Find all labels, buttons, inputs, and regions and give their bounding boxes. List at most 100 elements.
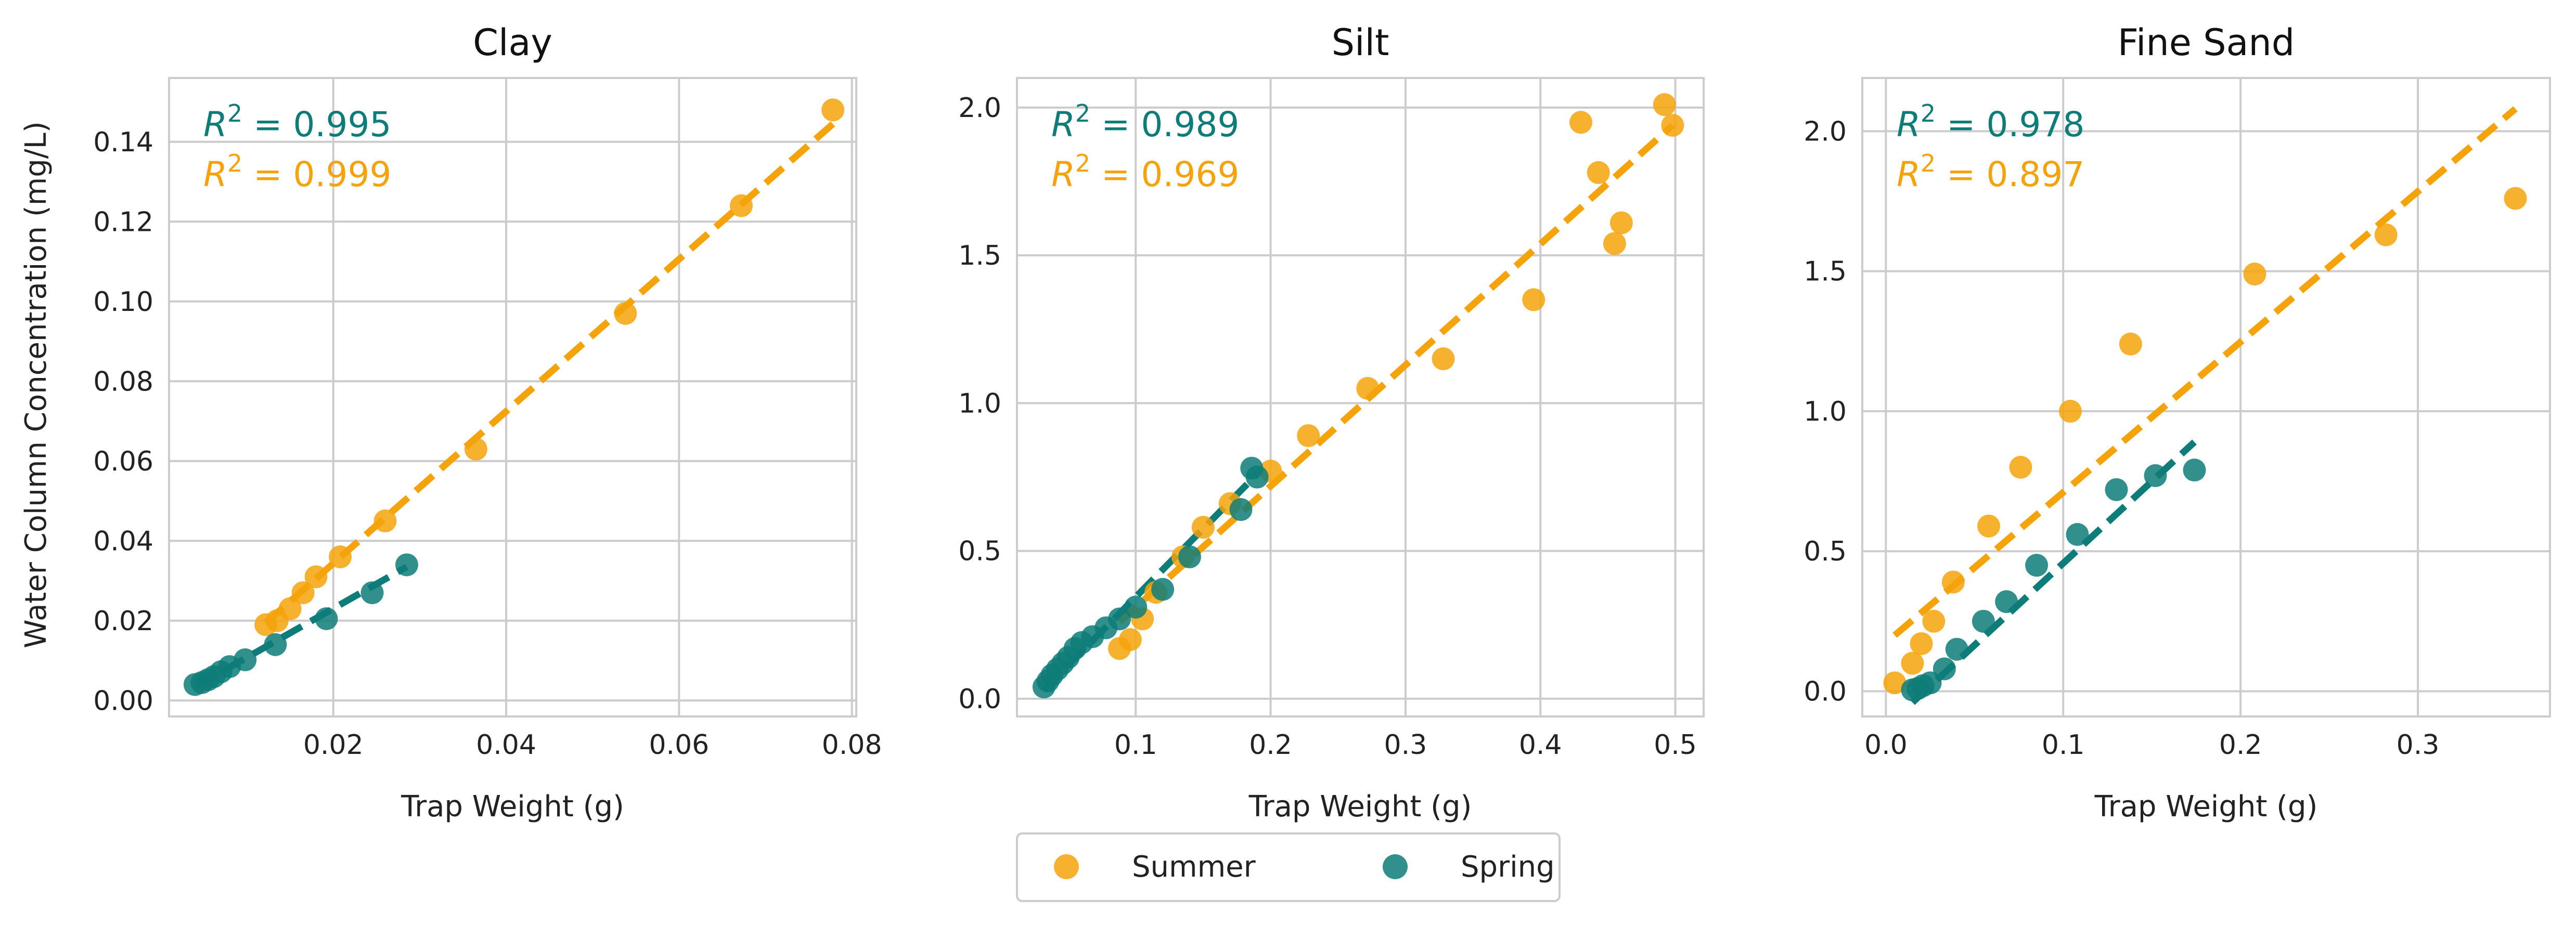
legend-marker-summer <box>1054 854 1079 879</box>
fit-line-summer <box>1892 106 2518 638</box>
point-summer <box>1910 632 1933 655</box>
fit-line-spring <box>1910 439 2197 705</box>
point-spring <box>264 633 287 656</box>
x-tick-label: 0.04 <box>476 729 536 761</box>
y-tick-label: 0.08 <box>93 366 153 397</box>
y-tick-label: 0.0 <box>1804 676 1847 708</box>
legend-marker-spring <box>1383 854 1408 879</box>
legend-label-summer: Summer <box>1132 850 1256 884</box>
point-spring <box>395 553 418 577</box>
point-summer <box>2374 223 2398 246</box>
point-summer <box>2243 263 2266 286</box>
point-summer <box>1977 514 2001 538</box>
point-spring <box>2183 459 2206 482</box>
x-tick-label: 0.3 <box>1384 729 1427 761</box>
y-tick-label: 2.0 <box>1804 116 1847 147</box>
point-summer <box>278 597 302 620</box>
point-spring <box>1918 671 1942 695</box>
y-tick-label: 1.5 <box>958 240 1001 271</box>
panel-fine-sand: 0.0 0.1 0.2 0.3 0.0 0.5 1.0 1.5 2.0 Fine Sand Trap… <box>1804 21 2551 824</box>
point-summer <box>1609 211 1633 234</box>
point-spring <box>2066 523 2089 546</box>
point-spring <box>1945 637 1968 661</box>
x-tick-label: 0.02 <box>303 729 364 761</box>
r2-annotation-summer: R2 = 0.969 <box>1051 149 1239 194</box>
x-tick-label: 0.1 <box>1114 729 1157 761</box>
x-axis-label: Trap Weight (g) <box>1248 790 1472 824</box>
point-spring <box>1933 657 1956 681</box>
y-axis-label: Water Column Concentration (mg/L) <box>19 121 53 648</box>
x-tick-label: 0.0 <box>1864 729 1908 761</box>
point-summer <box>329 545 352 568</box>
point-summer <box>2504 187 2527 210</box>
y-tick-label: 0.0 <box>958 684 1001 715</box>
point-summer <box>2058 399 2082 423</box>
point-summer <box>614 302 637 325</box>
r2-annotation-summer: R2 = 0.897 <box>1897 149 2084 194</box>
plot-frame <box>1016 77 1705 718</box>
point-summer <box>2009 455 2032 479</box>
point-summer <box>304 565 328 589</box>
point-summer <box>2119 332 2142 356</box>
point-spring <box>360 581 384 605</box>
y-tick-label: 0.06 <box>93 446 153 477</box>
point-spring <box>1151 578 1175 601</box>
point-spring <box>1178 545 1201 568</box>
plot-frame <box>168 77 857 718</box>
panel-silt: 0.1 0.2 0.3 0.4 0.5 0.0 0.5 1.0 1.5 2.0 Silt Trap W… <box>958 21 1705 824</box>
point-summer <box>1297 424 1320 447</box>
y-tick-label: 0.00 <box>93 685 153 716</box>
point-summer <box>1356 376 1380 400</box>
point-summer <box>1653 93 1676 116</box>
point-summer <box>1118 628 1142 651</box>
point-spring <box>315 607 338 630</box>
legend-label-spring: Spring <box>1461 850 1555 884</box>
x-axis-label: Trap Weight (g) <box>2094 790 2318 824</box>
point-summer <box>1901 651 1924 675</box>
point-summer <box>1922 609 1946 633</box>
point-summer <box>1941 570 1965 594</box>
point-summer <box>1191 516 1215 539</box>
panel-clay: 0.02 0.04 0.06 0.08 0.00 0.02 0.04 0.06 0.08 0.10… <box>93 21 882 824</box>
legend: Summer Spring <box>1016 832 1561 902</box>
point-spring <box>2144 464 2167 487</box>
point-summer <box>730 194 753 217</box>
y-tick-label: 0.12 <box>93 206 153 238</box>
point-summer <box>1569 111 1593 134</box>
point-spring <box>234 648 257 672</box>
point-summer <box>1522 288 1545 311</box>
panel-title: Clay <box>473 21 552 64</box>
point-summer <box>291 581 315 605</box>
y-tick-label: 1.0 <box>1804 396 1847 427</box>
point-spring <box>1995 590 2018 614</box>
x-tick-label: 0.5 <box>1654 729 1697 761</box>
point-summer <box>1661 113 1684 137</box>
legend-frame <box>1016 832 1561 902</box>
point-summer <box>1883 671 1907 695</box>
x-tick-label: 0.3 <box>2397 729 2440 761</box>
point-spring <box>1972 609 1995 633</box>
r2-annotation-spring: R2 = 0.989 <box>1051 99 1239 145</box>
point-spring <box>1124 595 1148 619</box>
r2-annotation-spring: R2 = 0.978 <box>1897 99 2084 145</box>
point-spring <box>1108 607 1131 631</box>
fit-line-summer <box>1117 123 1675 624</box>
point-summer <box>464 437 487 461</box>
y-tick-label: 0.5 <box>958 536 1001 567</box>
y-tick-label: 0.10 <box>93 286 153 318</box>
y-tick-label: 1.5 <box>1804 256 1847 288</box>
r2-annotation-spring: R2 = 0.995 <box>203 99 391 145</box>
y-tick-label: 2.0 <box>958 93 1001 124</box>
panel-title: Fine Sand <box>2118 21 2295 64</box>
x-tick-label: 0.2 <box>1249 729 1292 761</box>
point-spring <box>1229 498 1253 521</box>
y-tick-label: 0.04 <box>93 526 153 557</box>
y-tick-label: 0.14 <box>93 127 153 158</box>
y-tick-label: 0.02 <box>93 606 153 637</box>
y-tick-label: 0.5 <box>1804 536 1847 567</box>
point-spring <box>2105 478 2128 501</box>
x-axis-label: Trap Weight (g) <box>401 790 624 824</box>
fit-line-summer <box>263 121 835 625</box>
